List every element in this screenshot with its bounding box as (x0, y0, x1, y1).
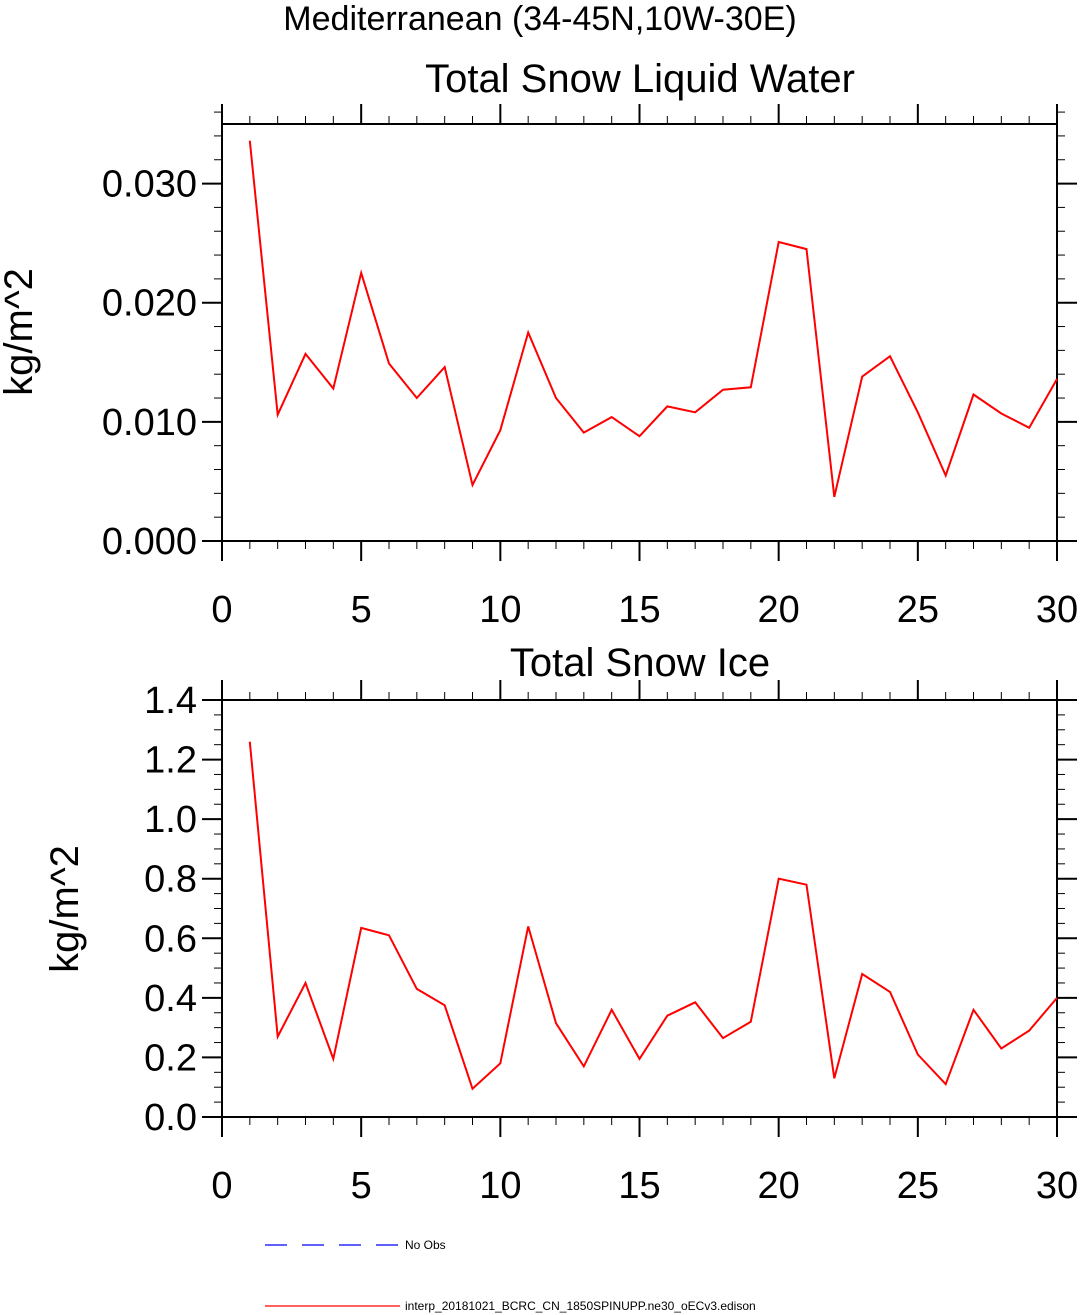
y-tick-label: 0.000 (102, 521, 197, 563)
plot-frame (221, 699, 1058, 1118)
x-tick-label: 15 (618, 589, 660, 631)
x-tick-label: 0 (211, 589, 232, 631)
y-tick-label: 0.4 (144, 978, 197, 1020)
x-tick-label: 15 (618, 1165, 660, 1207)
x-tick-label: 30 (1036, 589, 1078, 631)
panel-title: Total Snow Liquid Water (425, 57, 855, 101)
y-tick-label: 1.0 (144, 799, 197, 841)
y-tick-label: 1.2 (144, 740, 197, 782)
y-tick-label: 0.020 (102, 283, 197, 325)
x-tick-label: 0 (211, 1165, 232, 1207)
legend: No Obs interp_20181021_BCRC_CN_1850SPINU… (265, 1238, 756, 1313)
y-tick-label: 1.4 (144, 680, 197, 722)
x-tick-label: 10 (479, 589, 521, 631)
x-tick-label: 5 (351, 589, 372, 631)
legend-label-model: interp_20181021_BCRC_CN_1850SPINUPP.ne30… (405, 1299, 756, 1313)
panel-title: Total Snow Ice (510, 641, 770, 685)
x-tick-label: 10 (479, 1165, 521, 1207)
y-tick-label: 0.010 (102, 402, 197, 444)
y-tick-label: 0.6 (144, 918, 197, 960)
x-tick-label: 25 (897, 1165, 939, 1207)
y-tick-label: 0.0 (144, 1097, 197, 1139)
series-line (248, 741, 1058, 1091)
series-line (248, 140, 1058, 498)
x-tick-label: 5 (351, 1165, 372, 1207)
x-tick-label: 20 (758, 1165, 800, 1207)
x-tick-label: 30 (1036, 1165, 1078, 1207)
x-tick-label: 25 (897, 589, 939, 631)
y-tick-label: 0.030 (102, 164, 197, 206)
y-tick-label: 0.8 (144, 859, 197, 901)
y-tick-label: 0.2 (144, 1037, 197, 1079)
x-tick-label: 20 (758, 589, 800, 631)
figure-suptitle: Mediterranean (34-45N,10W-30E) (283, 0, 796, 38)
legend-label-no-obs: No Obs (405, 1238, 446, 1252)
y-axis-label: kg/m^2 (0, 268, 41, 396)
panel-snow-liquid-water: Total Snow Liquid Water kg/m^2 0 5 10 15 20 2… (0, 57, 1078, 631)
panel-snow-ice: Total Snow Ice kg/m^2 0 5 10 15 20 25 30 0.0 0.2… (43, 641, 1078, 1207)
y-axis-label: kg/m^2 (43, 845, 87, 973)
